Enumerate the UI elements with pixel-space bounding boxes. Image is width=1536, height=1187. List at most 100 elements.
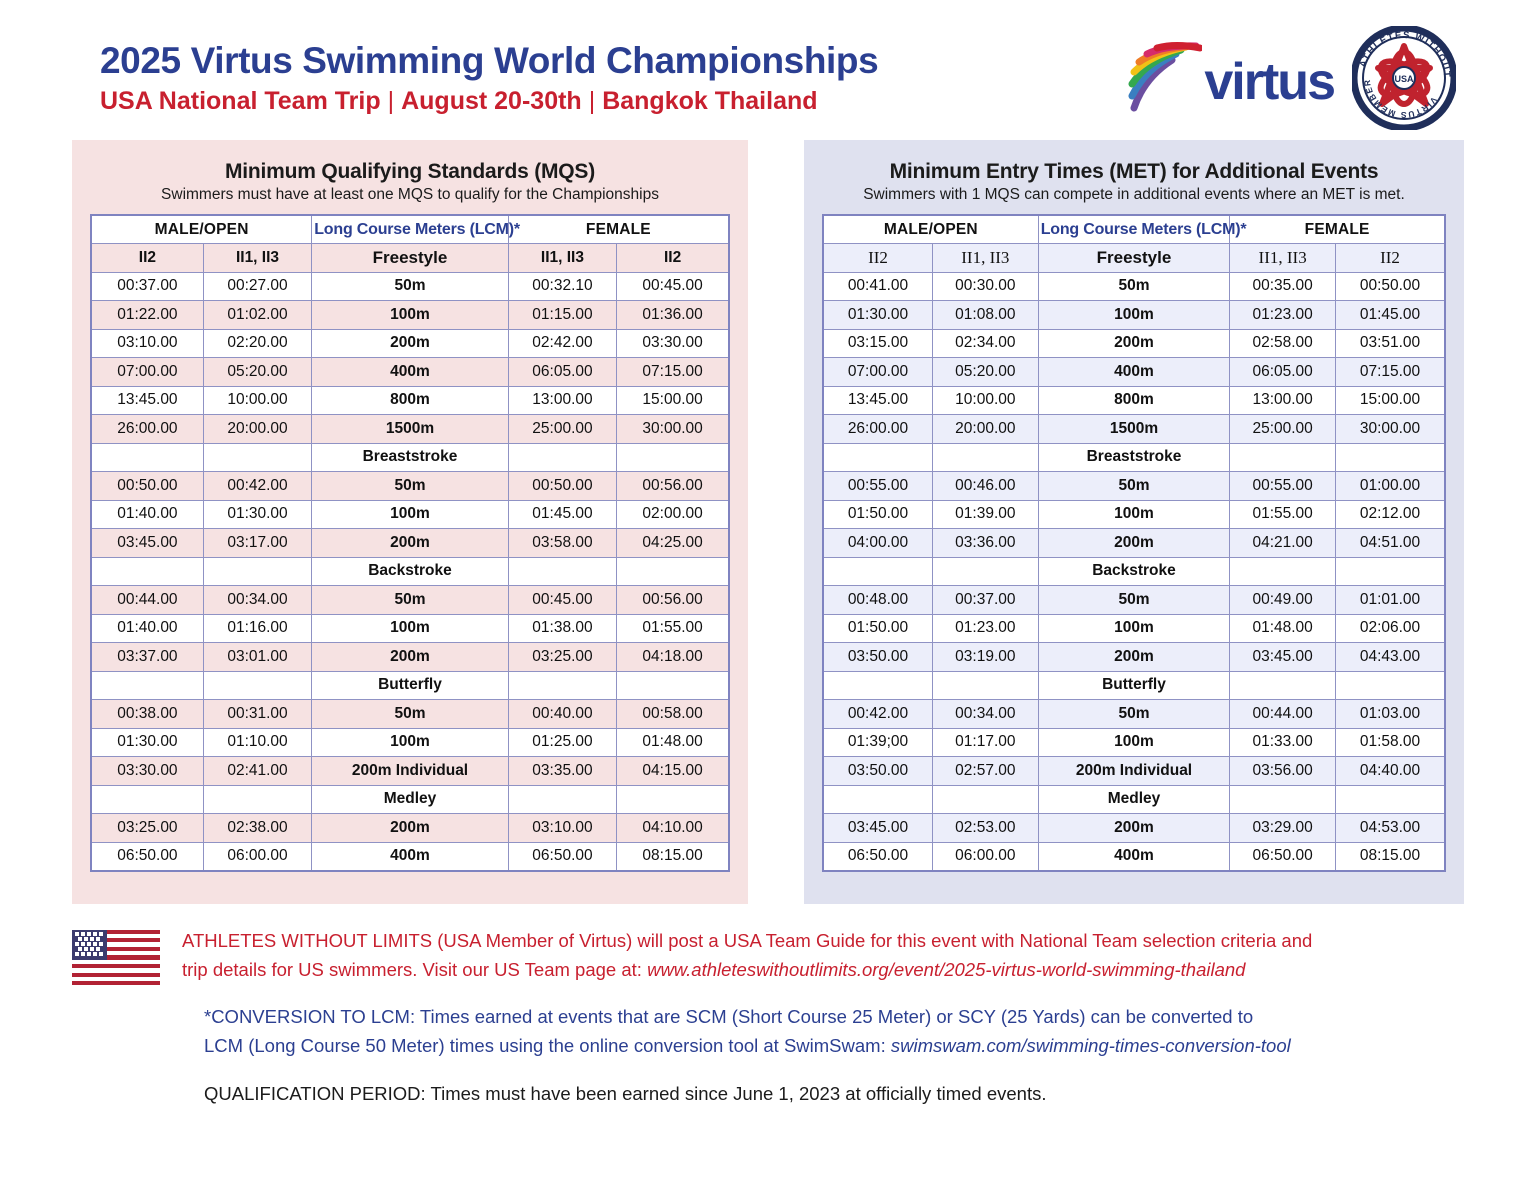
cell-female-ii1-ii3: 02:58.00 — [1229, 328, 1336, 358]
cell-male-ii1-ii3: 00:27.00 — [202, 271, 313, 301]
table-row: 03:37.00 03:01.00 200m 03:25.00 04:18.00 — [90, 642, 730, 672]
cell-male-ii1-ii3: 00:42.00 — [202, 471, 313, 501]
cell-female-ii2: 15:00.00 — [616, 385, 730, 415]
cell-female-ii1-ii3 — [507, 670, 618, 700]
swimswam-conversion-link[interactable]: swimswam.com/swimming-times-conversion-t… — [890, 1035, 1291, 1057]
cell-event: 50m — [1037, 271, 1231, 301]
table-row: 00:44.00 00:34.00 50m 00:45.00 00:56.00 — [90, 585, 730, 615]
header-male-open: MALE/OPEN — [90, 214, 313, 244]
cell-male-ii2 — [90, 442, 204, 472]
cell-female-ii2: 04:43.00 — [1335, 642, 1446, 672]
cell-male-ii2: 01:39;00 — [822, 727, 933, 757]
subheader-female-ii2: II2 — [1335, 243, 1446, 273]
cell-female-ii2: 30:00.00 — [616, 414, 730, 444]
qualification-period-note: QUALIFICATION PERIOD: Times must have be… — [72, 1079, 1464, 1109]
conversion-line2-prefix: LCM (Long Course 50 Meter) times using t… — [204, 1035, 891, 1057]
table-subheader-row: II2 II1, II3 Freestyle II1, II3 II2 — [90, 243, 730, 273]
table-row: 03:50.00 03:19.00 200m 03:45.00 04:43.00 — [822, 642, 1446, 672]
cell-female-ii2: 08:15.00 — [616, 841, 730, 871]
subheader-female-ii1-ii3: II1, II3 — [507, 243, 618, 273]
subheader-stroke-freestyle: Freestyle — [1037, 243, 1231, 273]
awl-seal-icon: USA ATHLETES WITHOUT LIMITS VIRTUS MEMBE… — [1347, 18, 1458, 132]
cell-event: 200m — [311, 813, 509, 843]
cell-female-ii2: 01:55.00 — [616, 613, 730, 643]
athletes-without-limits-badge: USA ATHLETES WITHOUT LIMITS VIRTUS MEMBE… — [1347, 18, 1458, 132]
cell-female-ii2: 00:45.00 — [616, 271, 730, 301]
qualification-period-text: QUALIFICATION PERIOD: Times must have be… — [204, 1083, 1047, 1105]
cell-male-ii2 — [822, 784, 933, 814]
standards-panels: Minimum Qualifying Standards (MQS) Swimm… — [0, 140, 1536, 904]
cell-male-ii2: 03:50.00 — [822, 756, 933, 786]
cell-male-ii2: 00:48.00 — [822, 585, 933, 615]
cell-event: 800m — [1037, 385, 1231, 415]
stroke-group-row: Breaststroke — [90, 442, 730, 472]
cell-female-ii1-ii3: 13:00.00 — [1229, 385, 1336, 415]
cell-male-ii2: 07:00.00 — [822, 357, 933, 387]
table-row: 26:00.00 20:00.00 1500m 25:00.00 30:00.00 — [90, 414, 730, 444]
header-male-open: MALE/OPEN — [822, 214, 1039, 244]
virtus-wordmark: virtus — [1204, 53, 1336, 111]
cell-female-ii1-ii3: 01:45.00 — [507, 499, 618, 529]
cell-event: 200m — [1037, 813, 1231, 843]
cell-male-ii2: 00:42.00 — [822, 699, 933, 729]
cell-male-ii2 — [90, 556, 204, 586]
cell-event: 50m — [311, 471, 509, 501]
cell-male-ii1-ii3 — [931, 784, 1039, 814]
table-row: 03:25.00 02:38.00 200m 03:10.00 04:10.00 — [90, 813, 730, 843]
awl-team-page-link[interactable]: www.athleteswithoutlimits.org/event/2025… — [647, 959, 1246, 981]
cell-female-ii1-ii3: 01:38.00 — [507, 613, 618, 643]
cell-event: 1500m — [1037, 414, 1231, 444]
cell-male-ii2: 01:40.00 — [90, 613, 204, 643]
table-row: 00:50.00 00:42.00 50m 00:50.00 00:56.00 — [90, 471, 730, 501]
cell-male-ii1-ii3: 01:08.00 — [931, 300, 1039, 330]
cell-male-ii2: 01:40.00 — [90, 499, 204, 529]
cell-male-ii2: 06:50.00 — [822, 841, 933, 871]
table-row: 04:00.00 03:36.00 200m 04:21.00 04:51.00 — [822, 528, 1446, 558]
table-row: 01:39;00 01:17.00 100m 01:33.00 01:58.00 — [822, 727, 1446, 757]
cell-female-ii2: 07:15.00 — [1335, 357, 1446, 387]
table-row: 00:41.00 00:30.00 50m 00:35.00 00:50.00 — [822, 271, 1446, 301]
cell-event: Backstroke — [311, 556, 509, 586]
cell-male-ii2: 04:00.00 — [822, 528, 933, 558]
cell-female-ii1-ii3: 01:25.00 — [507, 727, 618, 757]
cell-female-ii2: 04:53.00 — [1335, 813, 1446, 843]
cell-male-ii2: 03:45.00 — [822, 813, 933, 843]
cell-male-ii2 — [822, 442, 933, 472]
cell-female-ii1-ii3: 03:10.00 — [507, 813, 618, 843]
cell-male-ii2: 07:00.00 — [90, 357, 204, 387]
table-row: 01:22.00 01:02.00 100m 01:15.00 01:36.00 — [90, 300, 730, 330]
cell-male-ii1-ii3: 01:10.00 — [202, 727, 313, 757]
page-header: 2025 Virtus Swimming World Championships… — [0, 0, 1536, 140]
cell-event: 200m Individual — [311, 756, 509, 786]
cell-female-ii2: 04:25.00 — [616, 528, 730, 558]
cell-female-ii1-ii3: 06:05.00 — [507, 357, 618, 387]
cell-event: 200m — [311, 642, 509, 672]
table-row: 00:42.00 00:34.00 50m 00:44.00 01:03.00 — [822, 699, 1446, 729]
cell-male-ii2: 26:00.00 — [90, 414, 204, 444]
table-row: 01:30.00 01:08.00 100m 01:23.00 01:45.00 — [822, 300, 1446, 330]
table-row: 06:50.00 06:00.00 400m 06:50.00 08:15.00 — [822, 841, 1446, 871]
stroke-group-row: Medley — [90, 784, 730, 814]
cell-female-ii1-ii3: 06:05.00 — [1229, 357, 1336, 387]
cell-event: Breaststroke — [311, 442, 509, 472]
cell-male-ii2 — [822, 670, 933, 700]
cell-female-ii2: 02:12.00 — [1335, 499, 1446, 529]
subheader-male-ii2: II2 — [822, 243, 933, 273]
cell-female-ii1-ii3: 00:40.00 — [507, 699, 618, 729]
title-block: 2025 Virtus Swimming World Championships… — [100, 41, 879, 117]
cell-male-ii2: 13:45.00 — [90, 385, 204, 415]
cell-event: Butterfly — [311, 670, 509, 700]
cell-male-ii1-ii3 — [202, 442, 313, 472]
cell-male-ii1-ii3: 02:20.00 — [202, 328, 313, 358]
subtitle-separator-2: | — [588, 86, 596, 115]
cell-event: 400m — [1037, 841, 1231, 871]
cell-female-ii1-ii3: 00:50.00 — [507, 471, 618, 501]
cell-female-ii1-ii3: 03:58.00 — [507, 528, 618, 558]
cell-male-ii2: 03:37.00 — [90, 642, 204, 672]
cell-male-ii1-ii3 — [202, 784, 313, 814]
cell-female-ii1-ii3: 00:49.00 — [1229, 585, 1336, 615]
cell-event: 800m — [311, 385, 509, 415]
cell-male-ii1-ii3: 00:31.00 — [202, 699, 313, 729]
cell-female-ii2 — [616, 442, 730, 472]
cell-event: 100m — [311, 727, 509, 757]
